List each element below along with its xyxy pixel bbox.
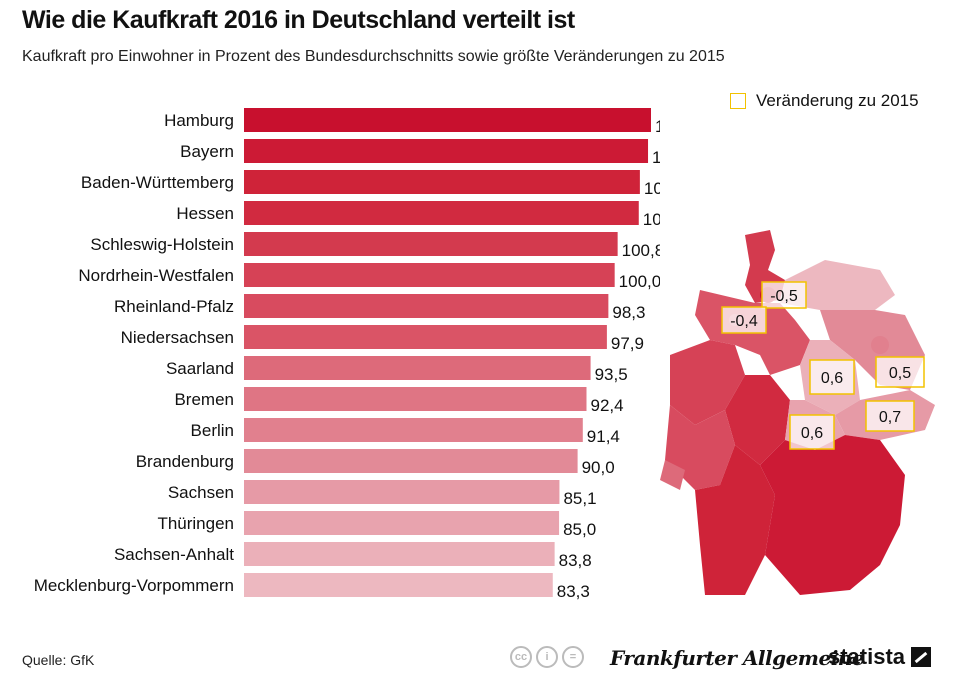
category-label: Schleswig-Holstein bbox=[90, 235, 234, 254]
callout-schleswig-holstein: -0,5 bbox=[761, 281, 807, 309]
callout-label: 0,7 bbox=[879, 409, 901, 426]
map-region-mecklenburg bbox=[780, 260, 895, 310]
bar bbox=[244, 201, 639, 225]
callout-niedersachsen: -0,4 bbox=[721, 306, 767, 334]
bar bbox=[244, 170, 640, 194]
germany-map: -0,5 -0,4 0,6 0,6 0,5 0,7 bbox=[660, 230, 935, 595]
chart-title: Wie die Kaufkraft 2016 in Deutschland ve… bbox=[22, 6, 575, 34]
value-label: 109,8 bbox=[655, 117, 660, 136]
callout-label: 0,6 bbox=[821, 370, 843, 387]
category-label: Sachsen-Anhalt bbox=[114, 545, 234, 564]
bar bbox=[244, 139, 649, 163]
bar bbox=[244, 294, 609, 318]
category-label: Berlin bbox=[191, 421, 234, 440]
callout-label: -0,5 bbox=[770, 288, 798, 305]
map-region-berlin bbox=[871, 336, 889, 354]
callout-sachsen-bottom: 0,7 bbox=[865, 400, 915, 432]
bar bbox=[244, 108, 651, 132]
category-label: Nordrhein-Westfalen bbox=[78, 266, 234, 285]
bar bbox=[244, 387, 587, 411]
value-label: 106,8 bbox=[644, 179, 660, 198]
bar bbox=[244, 325, 607, 349]
bar bbox=[244, 449, 578, 473]
category-label: Rheinland-Pfalz bbox=[114, 297, 234, 316]
value-label: 106,5 bbox=[643, 210, 660, 229]
attribution-icon: i bbox=[536, 646, 558, 668]
category-label: Mecklenburg-Vorpommern bbox=[34, 576, 234, 595]
category-label: Brandenburg bbox=[136, 452, 234, 471]
category-label: Baden-Württemberg bbox=[81, 173, 234, 192]
category-label: Thüringen bbox=[157, 514, 234, 533]
callout-sachsen-top: 0,5 bbox=[875, 356, 925, 388]
value-label: 93,5 bbox=[595, 365, 628, 384]
publisher-logo: Frankfurter Allgemeine bbox=[610, 646, 865, 670]
value-label: 90,0 bbox=[582, 458, 615, 477]
category-label: Saarland bbox=[166, 359, 234, 378]
bar bbox=[244, 480, 560, 504]
bar bbox=[244, 418, 583, 442]
bar-chart: Hamburg 109,8 Bayern 109,0 Baden-Württemberg… bbox=[34, 108, 660, 601]
value-label: 100,8 bbox=[622, 241, 660, 260]
map-region-nrw bbox=[670, 340, 745, 425]
legend-swatch bbox=[730, 93, 746, 109]
callout-thueringen: 0,6 bbox=[789, 414, 835, 450]
callout-sachsen-anhalt: 0,6 bbox=[809, 359, 855, 395]
brand-name: statista bbox=[828, 644, 906, 669]
map-region-hessen bbox=[725, 375, 790, 465]
license-icons: cc i = bbox=[510, 646, 584, 668]
bar bbox=[244, 232, 618, 256]
value-label: 85,0 bbox=[563, 520, 596, 539]
category-label: Hamburg bbox=[164, 111, 234, 130]
value-label: 97,9 bbox=[611, 334, 644, 353]
value-label: 91,4 bbox=[587, 427, 620, 446]
cc-icon: cc bbox=[510, 646, 532, 668]
statista-icon bbox=[911, 647, 932, 667]
value-label: 92,4 bbox=[591, 396, 624, 415]
source-note: Quelle: GfK bbox=[22, 652, 95, 668]
callout-label: 0,6 bbox=[801, 425, 823, 442]
category-label: Bremen bbox=[174, 390, 234, 409]
category-label: Bayern bbox=[180, 142, 234, 161]
legend-label: Veränderung zu 2015 bbox=[756, 91, 919, 110]
value-label: 83,8 bbox=[559, 551, 592, 570]
bar bbox=[244, 356, 591, 380]
category-label: Hessen bbox=[176, 204, 234, 223]
legend: Veränderung zu 2015 bbox=[730, 91, 919, 111]
value-label: 85,1 bbox=[563, 489, 596, 508]
bar bbox=[244, 263, 615, 287]
no-derivatives-icon: = bbox=[562, 646, 584, 668]
callout-label: 0,5 bbox=[889, 365, 911, 382]
bar bbox=[244, 511, 560, 535]
category-label: Sachsen bbox=[168, 483, 234, 502]
map-region-baden-wuerttemberg bbox=[695, 445, 775, 595]
bar bbox=[244, 542, 555, 566]
statista-logo: statista bbox=[828, 644, 932, 670]
map-region-saarland bbox=[660, 460, 685, 490]
category-label: Niedersachsen bbox=[121, 328, 234, 347]
chart-subtitle: Kaufkraft pro Einwohner in Prozent des B… bbox=[22, 48, 725, 65]
callout-label: -0,4 bbox=[730, 313, 758, 330]
value-label: 100,0 bbox=[619, 272, 660, 291]
value-label: 83,3 bbox=[557, 582, 590, 601]
value-label: 109,0 bbox=[652, 148, 660, 167]
bar bbox=[244, 573, 553, 597]
value-label: 98,3 bbox=[612, 303, 645, 322]
map-region-bayern bbox=[760, 435, 905, 595]
